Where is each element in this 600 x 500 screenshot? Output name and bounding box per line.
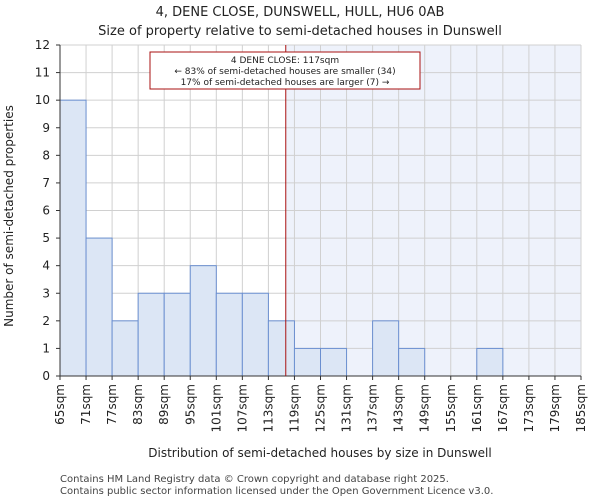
histogram-bar <box>137 292 165 377</box>
x-tick-label: 137sqm <box>366 384 380 432</box>
x-tick-label: 83sqm <box>131 384 145 425</box>
x-tick-label: 119sqm <box>287 384 301 432</box>
footer-line-2: Contains public sector information licen… <box>60 486 493 497</box>
x-tick-label: 89sqm <box>157 384 171 425</box>
annotation-line-2: ← 83% of semi-detached houses are smalle… <box>174 67 395 77</box>
x-tick-label: 143sqm <box>392 384 406 432</box>
chart-title: 4, DENE CLOSE, DUNSWELL, HULL, HU6 0AB <box>156 5 445 20</box>
histogram-bar <box>267 320 295 377</box>
x-tick-label: 107sqm <box>235 384 249 432</box>
histogram-bar <box>320 347 348 377</box>
x-tick-label: 101sqm <box>209 384 223 432</box>
x-tick-label: 179sqm <box>548 384 562 432</box>
x-tick-label: 95sqm <box>183 384 197 425</box>
y-tick-label: 8 <box>42 148 50 162</box>
x-tick-label: 149sqm <box>418 384 432 432</box>
histogram-bar <box>398 347 426 377</box>
histogram-bar <box>293 347 322 377</box>
y-tick-label: 7 <box>42 176 50 190</box>
x-tick-label: 173sqm <box>522 384 536 432</box>
x-tick-label: 113sqm <box>261 384 275 432</box>
histogram-bar <box>372 320 400 377</box>
x-tick-label: 185sqm <box>574 384 588 432</box>
histogram-bar <box>241 292 269 377</box>
y-tick-label: 10 <box>35 93 50 107</box>
histogram-bar <box>59 99 87 377</box>
y-tick-label: 2 <box>42 314 50 328</box>
y-tick-label: 11 <box>35 66 50 80</box>
annotation-line-1: 4 DENE CLOSE: 117sqm <box>231 56 339 66</box>
y-tick-label: 9 <box>42 121 50 135</box>
y-tick-label: 0 <box>42 369 50 383</box>
histogram-bar <box>189 265 217 377</box>
y-tick-label: 1 <box>42 341 50 355</box>
footer-line-1: Contains HM Land Registry data © Crown c… <box>60 474 449 485</box>
chart-subtitle: Size of property relative to semi-detach… <box>98 24 502 39</box>
histogram-bar <box>476 347 504 377</box>
x-axis-title: Distribution of semi-detached houses by … <box>148 446 491 460</box>
x-tick-label: 77sqm <box>105 384 119 425</box>
y-tick-label: 4 <box>42 259 50 273</box>
annotation-line-3: 17% of semi-detached houses are larger (… <box>181 78 390 88</box>
y-tick-label: 6 <box>42 204 50 218</box>
x-tick-label: 161sqm <box>470 384 484 432</box>
histogram-bar <box>163 292 191 377</box>
x-tick-label: 131sqm <box>340 384 354 432</box>
x-tick-label: 167sqm <box>496 384 510 432</box>
histogram-bar <box>215 292 243 377</box>
histogram-bar <box>85 237 113 377</box>
x-tick-label: 155sqm <box>444 384 458 432</box>
x-tick-label: 125sqm <box>314 384 328 432</box>
x-tick-label: 65sqm <box>53 384 67 425</box>
y-tick-label: 3 <box>42 286 50 300</box>
y-axis-title: Number of semi-detached properties <box>2 105 16 327</box>
annotation-box <box>149 51 421 90</box>
y-tick-label: 12 <box>35 38 50 52</box>
x-tick-label: 71sqm <box>79 384 93 425</box>
y-tick-label: 5 <box>42 231 50 245</box>
histogram-bar <box>111 320 139 377</box>
